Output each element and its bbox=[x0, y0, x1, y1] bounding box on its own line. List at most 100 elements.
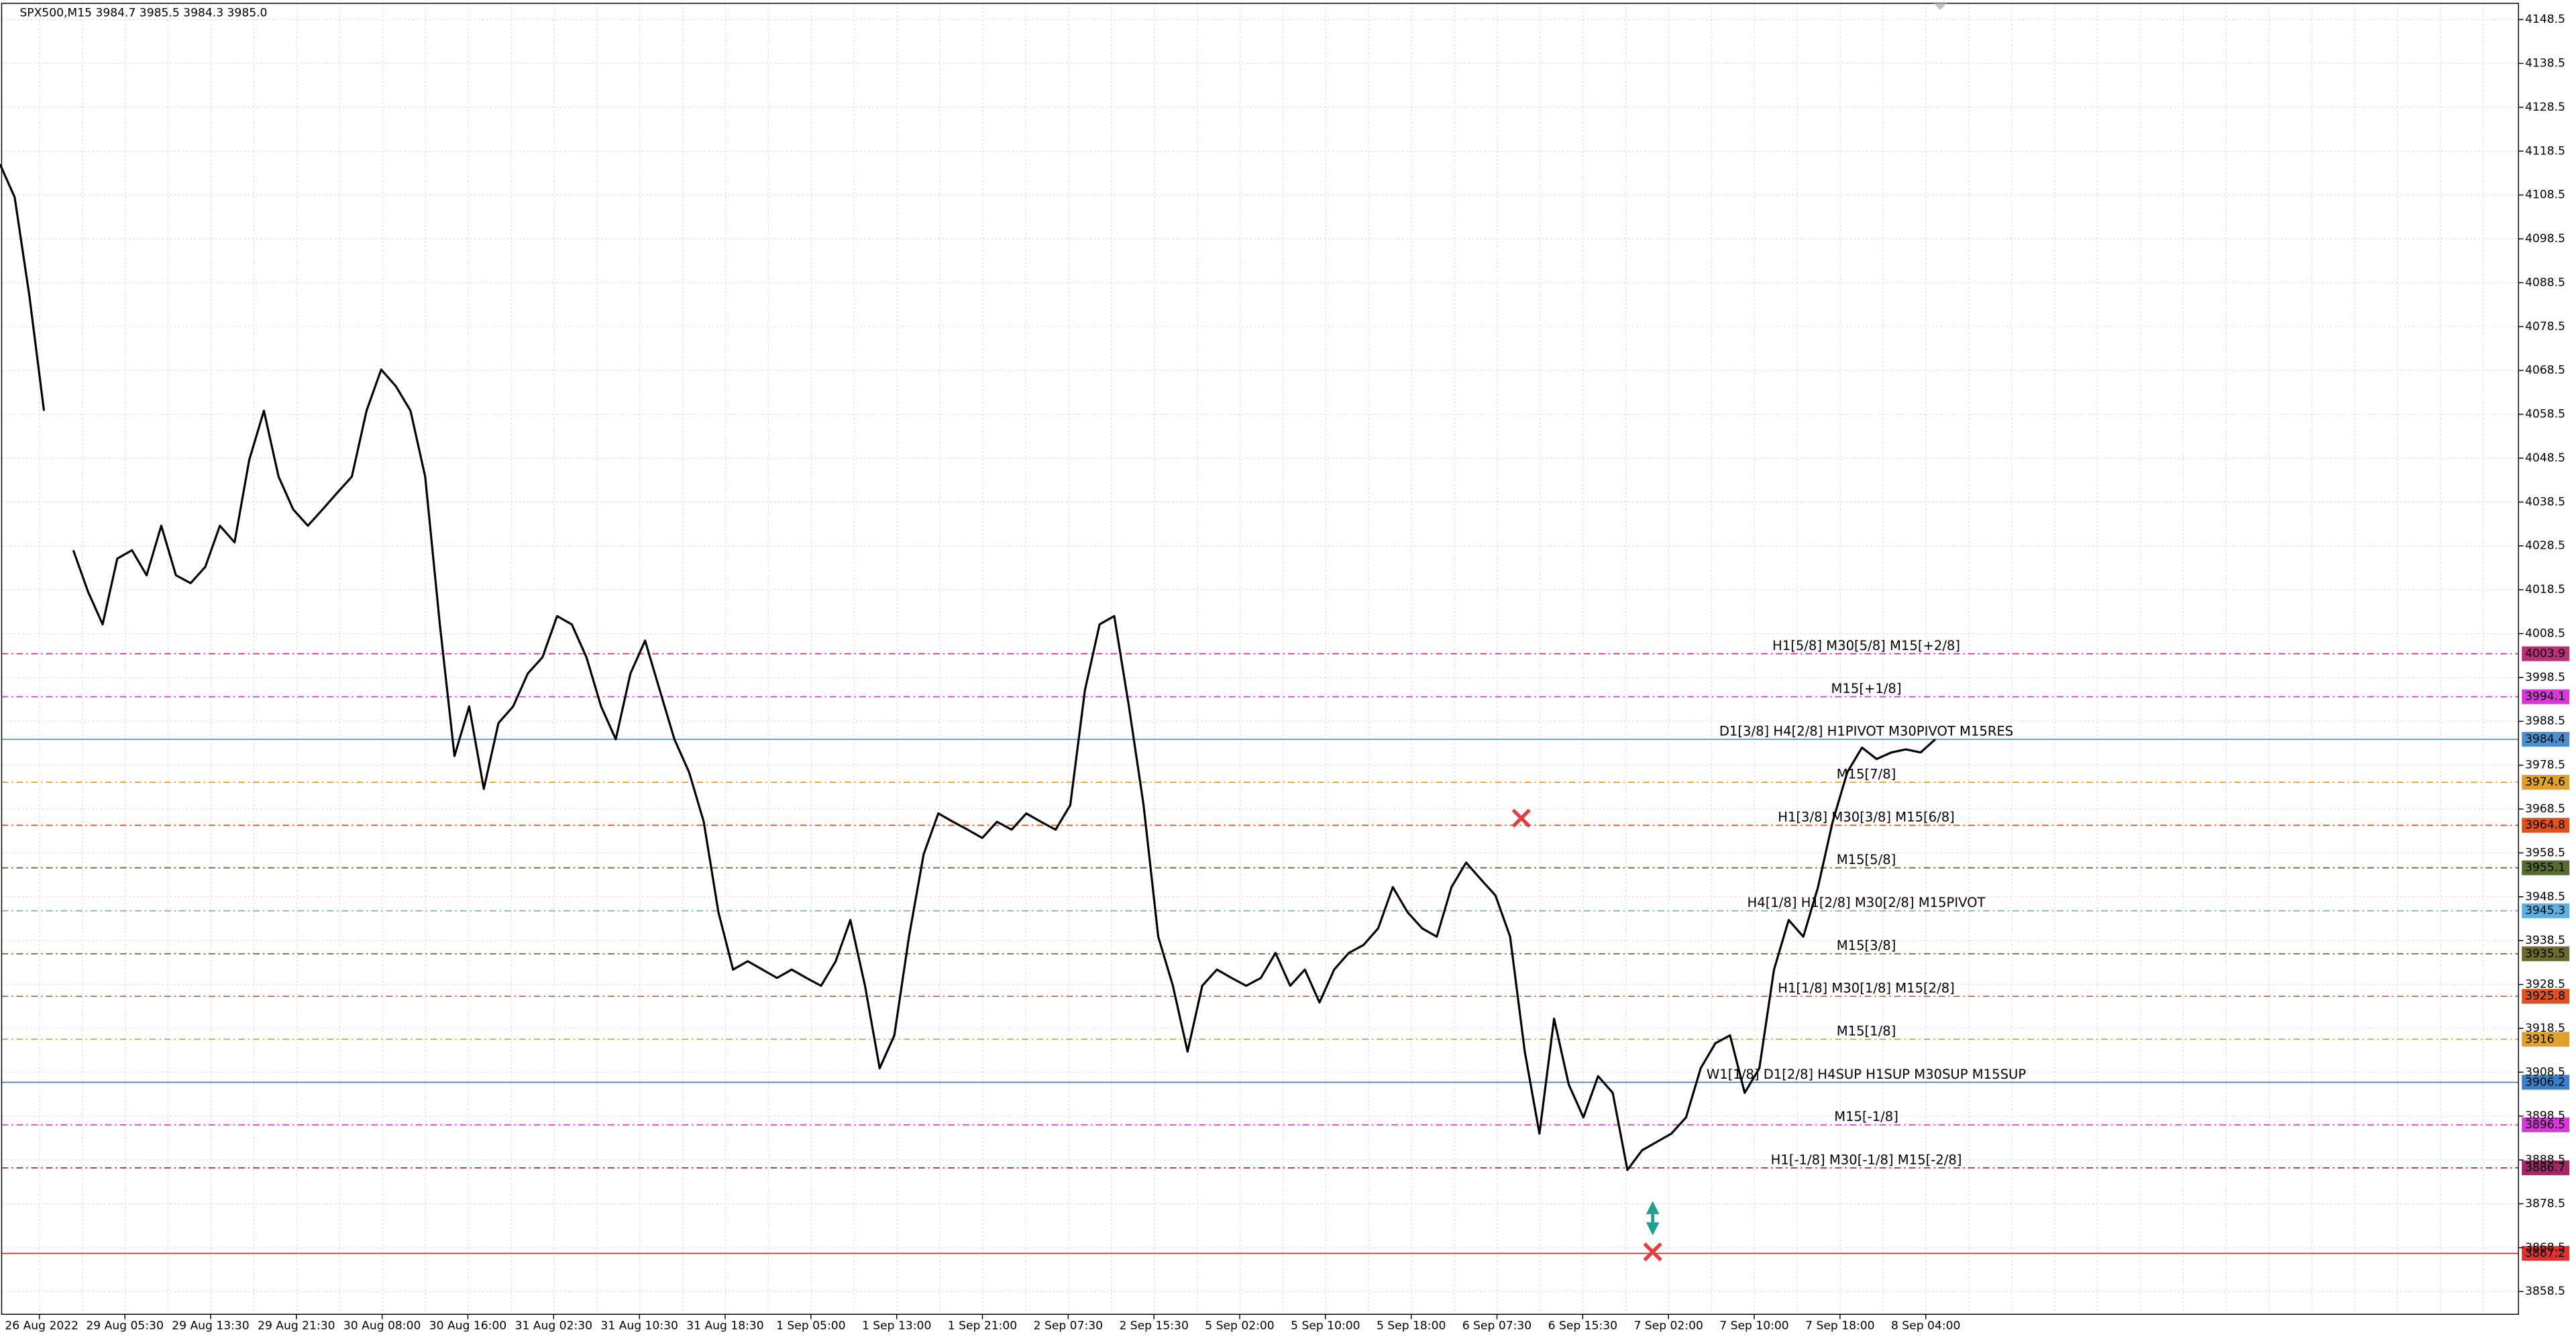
y-tick-label: 3918.5 bbox=[2525, 1022, 2565, 1035]
y-tick-label: 4128.5 bbox=[2525, 101, 2565, 114]
x-tick-label: 26 Aug 2022 bbox=[5, 1319, 78, 1332]
level-tag-label: 3906.2 bbox=[2525, 1075, 2565, 1089]
level-label: H1[3/8] M30[3/8] M15[6/8] bbox=[1778, 810, 1955, 825]
y-tick-label: 3958.5 bbox=[2525, 846, 2565, 859]
level-tag bbox=[2522, 775, 2570, 790]
level-label: H1[5/8] M30[5/8] M15[+2/8] bbox=[1772, 638, 1960, 653]
level-tag-label: 3964.8 bbox=[2525, 818, 2565, 832]
x-tick-label: 6 Sep 07:30 bbox=[1462, 1319, 1532, 1332]
entry-arrows bbox=[1646, 1201, 1660, 1236]
x-tick-label: 6 Sep 15:30 bbox=[1548, 1319, 1617, 1332]
x-tick-label: 29 Aug 13:30 bbox=[172, 1319, 249, 1332]
level-label: D1[3/8] H4[2/8] H1PIVOT M30PIVOT M15RES bbox=[1719, 724, 2013, 739]
level-tag bbox=[2522, 1117, 2570, 1132]
y-tick-label: 3898.5 bbox=[2525, 1110, 2565, 1123]
level-tag bbox=[2522, 818, 2570, 833]
y-tick-label: 3908.5 bbox=[2525, 1065, 2565, 1079]
y-tick-label: 4088.5 bbox=[2525, 276, 2565, 289]
x-tick-label: 8 Sep 04:00 bbox=[1891, 1319, 1960, 1332]
y-tick-label: 3928.5 bbox=[2525, 978, 2565, 992]
x-tick-label: 31 Aug 10:30 bbox=[600, 1319, 678, 1332]
y-tick-label: 3868.5 bbox=[2525, 1241, 2565, 1254]
level-label: M15[1/8] bbox=[1837, 1024, 1896, 1039]
x-tick-label: 31 Aug 18:30 bbox=[686, 1319, 763, 1332]
y-tick-label: 4118.5 bbox=[2525, 144, 2565, 158]
price-series bbox=[0, 164, 1936, 1171]
level-label: H1[1/8] M30[1/8] M15[2/8] bbox=[1778, 981, 1955, 996]
level-tag-label: 4003.9 bbox=[2525, 647, 2565, 661]
x-tick-label: 1 Sep 13:00 bbox=[862, 1319, 931, 1332]
x-tick-label: 7 Sep 02:00 bbox=[1633, 1319, 1703, 1332]
level-tag bbox=[2522, 989, 2570, 1004]
level-tag-label: 3925.8 bbox=[2525, 989, 2565, 1003]
y-tick-label: 3988.5 bbox=[2525, 714, 2565, 728]
grid bbox=[1, 3, 2519, 1315]
x-tick-label: 2 Sep 07:30 bbox=[1034, 1319, 1103, 1332]
y-tick-label: 4038.5 bbox=[2525, 495, 2565, 508]
level-tag-label: 3935.5 bbox=[2525, 947, 2565, 961]
level-tag bbox=[2522, 1032, 2570, 1047]
plot-frame bbox=[1, 3, 2520, 1315]
level-tag bbox=[2522, 1075, 2570, 1090]
x-tick-label: 31 Aug 02:30 bbox=[515, 1319, 592, 1332]
level-tag-label: 3867.2 bbox=[2525, 1246, 2565, 1260]
x-tick-label: 7 Sep 10:00 bbox=[1719, 1319, 1788, 1332]
level-tag-label: 3984.4 bbox=[2525, 733, 2565, 746]
stop-marker bbox=[1643, 1242, 1662, 1262]
y-tick-label: 4018.5 bbox=[2525, 583, 2565, 596]
level-label: M15[+1/8] bbox=[1831, 681, 1902, 696]
y-tick-label: 3978.5 bbox=[2525, 759, 2565, 772]
sell-signal bbox=[1511, 808, 1531, 828]
y-tick-label: 4058.5 bbox=[2525, 408, 2565, 421]
level-tag-label: 3974.6 bbox=[2525, 775, 2565, 789]
x-tick-label: 2 Sep 15:30 bbox=[1119, 1319, 1188, 1332]
price-line bbox=[0, 164, 1936, 1171]
y-tick-label: 4068.5 bbox=[2525, 364, 2565, 377]
level-tag-label: 3945.3 bbox=[2525, 904, 2565, 918]
y-tick-label: 3948.5 bbox=[2525, 890, 2565, 904]
level-tag-label: 3896.5 bbox=[2525, 1118, 2565, 1132]
x-tick-label: 7 Sep 18:00 bbox=[1805, 1319, 1874, 1332]
y-tick-label: 4148.5 bbox=[2525, 13, 2565, 26]
y-tick-label: 4008.5 bbox=[2525, 627, 2565, 640]
y-tick-label: 3858.5 bbox=[2525, 1285, 2565, 1298]
y-tick-label: 3888.5 bbox=[2525, 1153, 2565, 1167]
level-tag-label: 3994.1 bbox=[2525, 690, 2565, 704]
x-tick-label: 5 Sep 18:00 bbox=[1377, 1319, 1446, 1332]
level-tag bbox=[2522, 689, 2570, 704]
x-tick-label: 1 Sep 05:00 bbox=[776, 1319, 845, 1332]
y-tick-label: 4108.5 bbox=[2525, 189, 2565, 202]
level-tag bbox=[2522, 732, 2570, 747]
scroll-marker bbox=[1933, 3, 1947, 10]
x-tick-label: 5 Sep 02:00 bbox=[1205, 1319, 1274, 1332]
chart-title: SPX500,M15 3984.7 3985.5 3984.3 3985.0 bbox=[19, 7, 267, 20]
level-tag bbox=[2522, 860, 2570, 875]
level-label: M15[7/8] bbox=[1837, 767, 1896, 782]
y-tick-label: 3938.5 bbox=[2525, 934, 2565, 947]
level-label: M15[3/8] bbox=[1837, 938, 1896, 953]
level-tag bbox=[2522, 646, 2570, 661]
level-label: H4[1/8] H1[2/8] M30[2/8] M15PIVOT bbox=[1748, 895, 1986, 910]
level-tag bbox=[2522, 1246, 2570, 1261]
level-label: H1[-1/8] M30[-1/8] M15[-2/8] bbox=[1771, 1152, 1962, 1167]
y-tick-label: 4028.5 bbox=[2525, 539, 2565, 553]
x-tick-label: 30 Aug 08:00 bbox=[343, 1319, 421, 1332]
level-tag bbox=[2522, 903, 2570, 918]
levels: H1[5/8] M30[5/8] M15[+2/8] 4003.9 M15[+1/8… bbox=[1, 638, 2570, 1261]
y-tick-label: 4048.5 bbox=[2525, 451, 2565, 465]
x-tick-label: 1 Sep 21:00 bbox=[948, 1319, 1017, 1332]
x-tick-label: 5 Sep 10:00 bbox=[1291, 1319, 1360, 1332]
level-tag-label: 3955.1 bbox=[2525, 861, 2565, 875]
level-tag-label: 3886.7 bbox=[2525, 1161, 2565, 1175]
level-label: M15[-1/8] bbox=[1834, 1109, 1898, 1124]
x-tick-label: 30 Aug 16:00 bbox=[429, 1319, 506, 1332]
level-tag bbox=[2522, 1160, 2570, 1175]
y-tick-label: 3878.5 bbox=[2525, 1197, 2565, 1210]
level-label: M15[5/8] bbox=[1837, 852, 1896, 867]
y-tick-label: 4138.5 bbox=[2525, 57, 2565, 70]
y-tick-label: 4098.5 bbox=[2525, 232, 2565, 246]
level-label: W1[1/8] D1[2/8] H4SUP H1SUP M30SUP M15SU… bbox=[1707, 1067, 2026, 1082]
